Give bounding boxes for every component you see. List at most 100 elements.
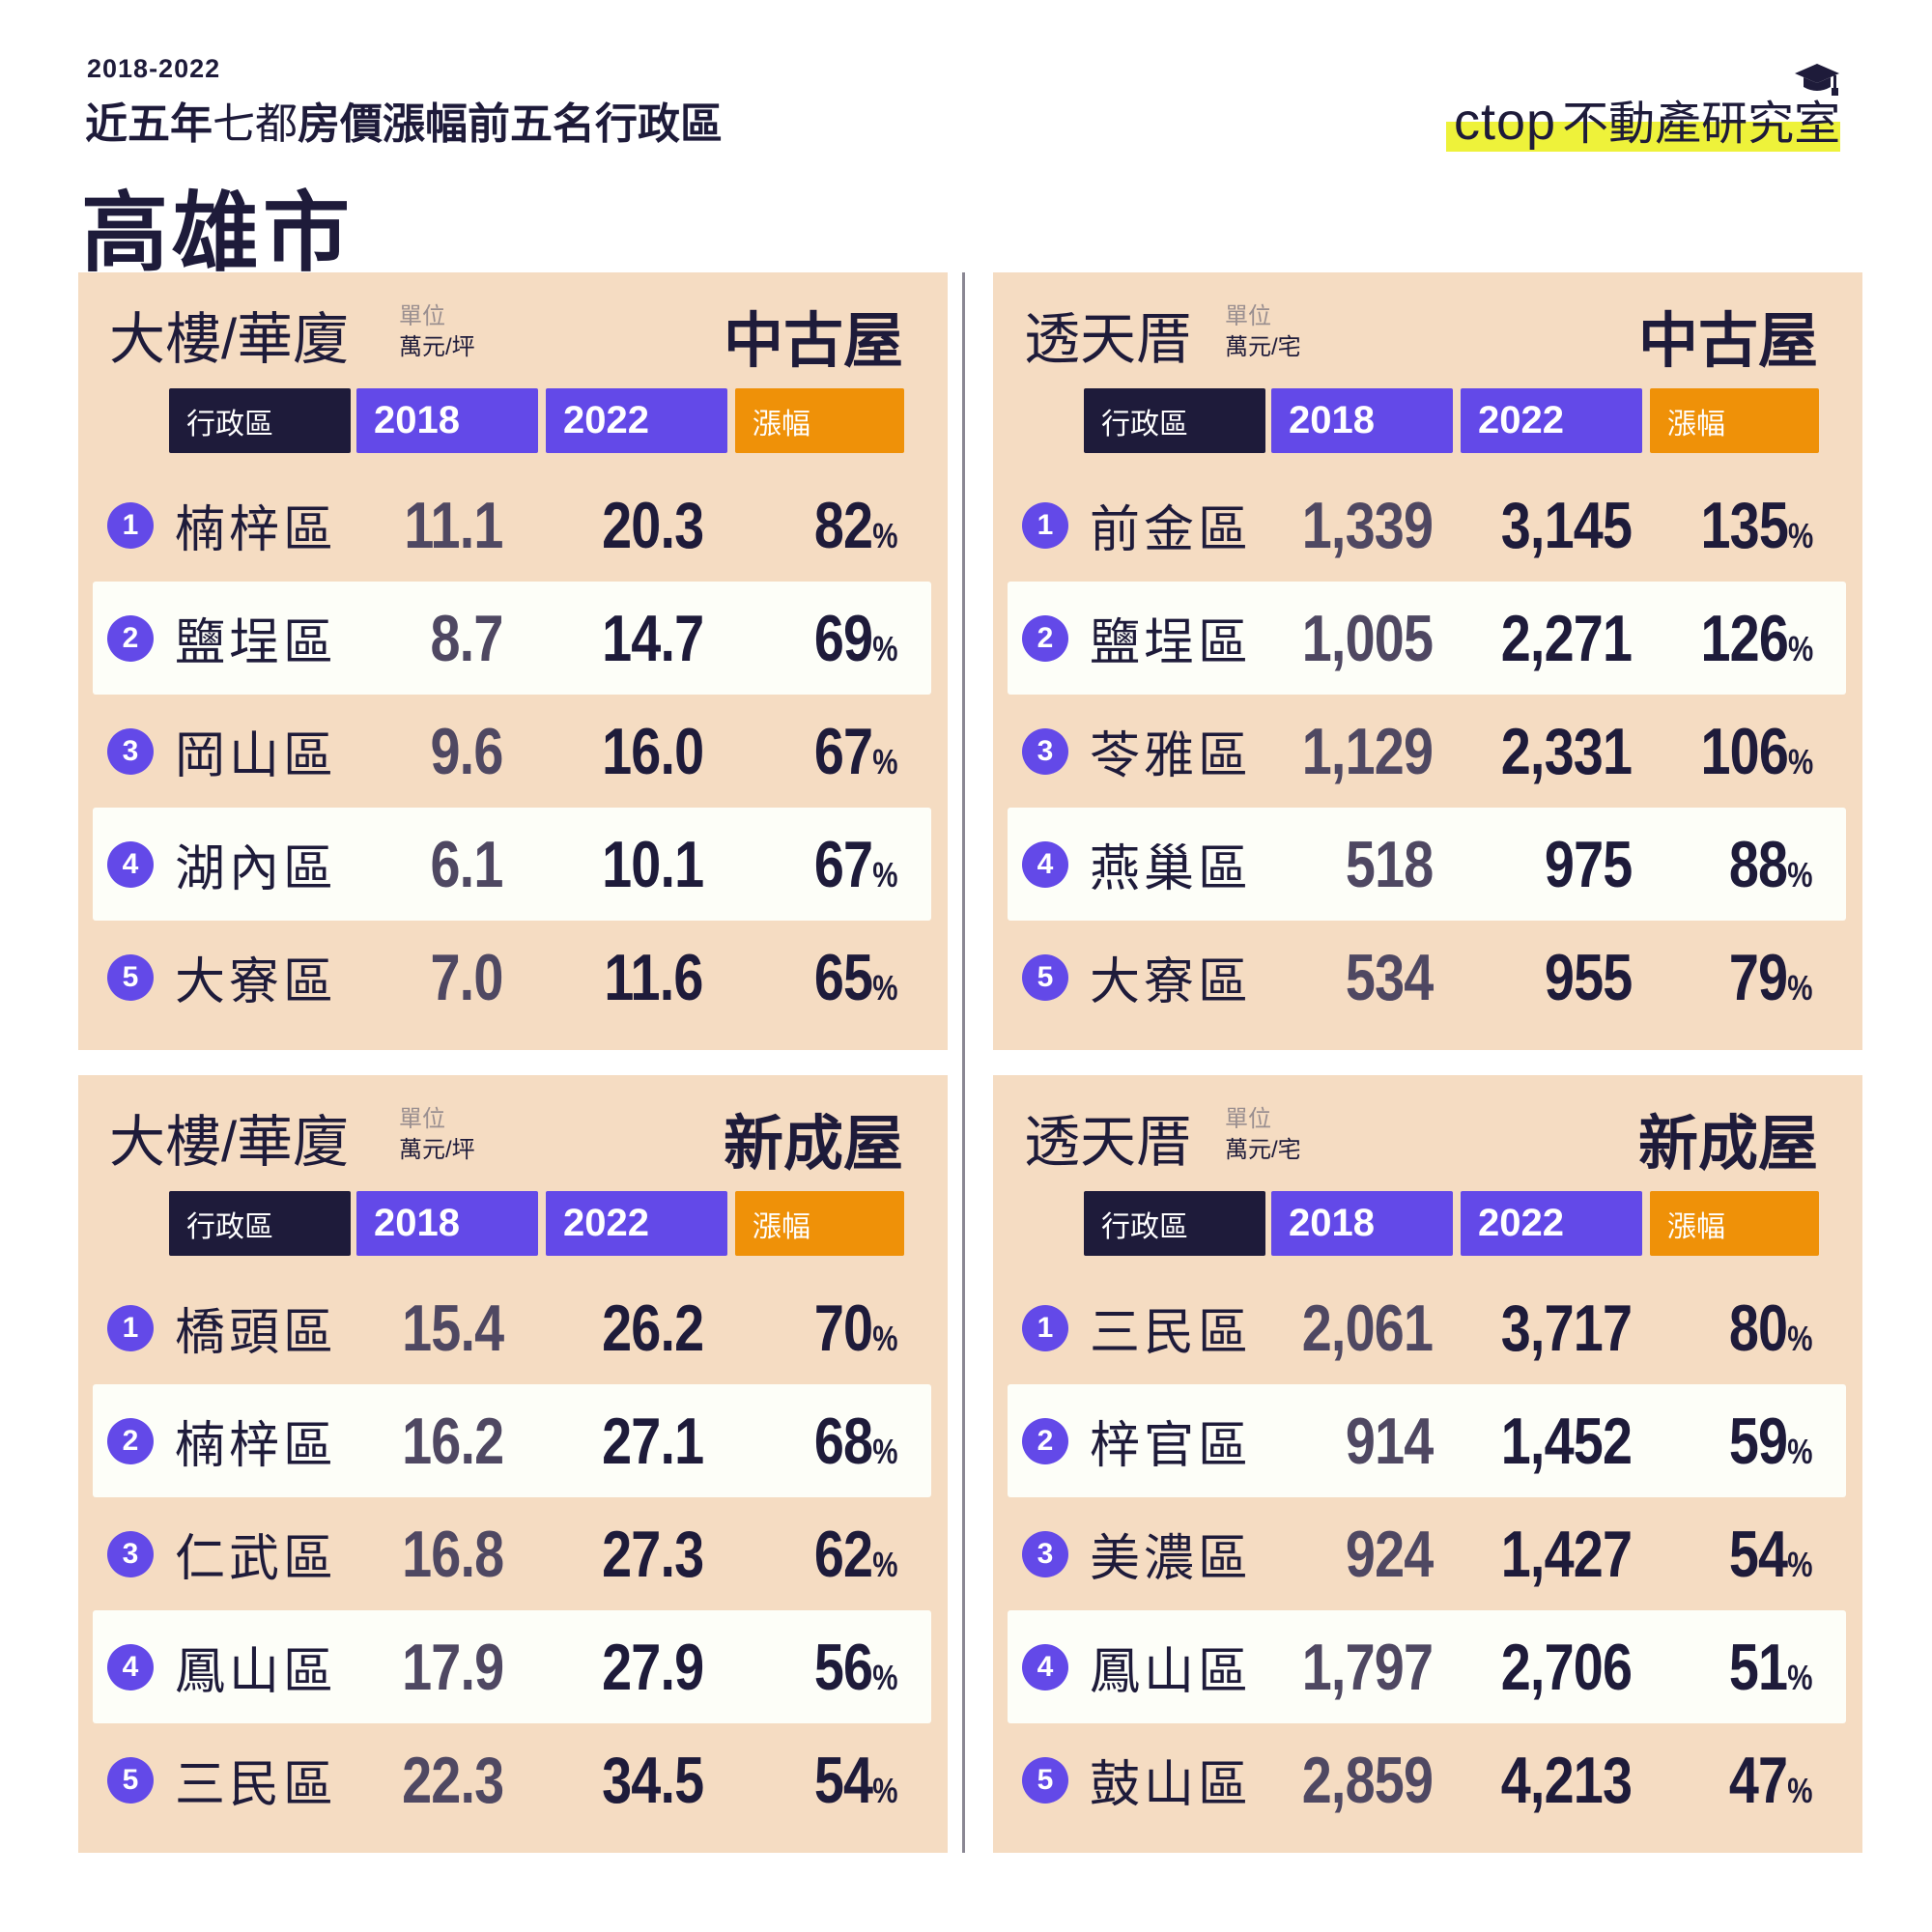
property-type: 透天厝	[1024, 1111, 1193, 1174]
growth-percent: 62%	[814, 1517, 898, 1592]
table-row: 4 湖內區 6.1 10.1 67%	[93, 808, 931, 921]
value-2022: 3,717	[1500, 1291, 1633, 1365]
district-name: 苓雅區	[1090, 728, 1253, 784]
table-row: 2 鹽埕區 1,005 2,271 126%	[1008, 582, 1846, 695]
value-2022: 34.5	[601, 1743, 704, 1817]
table-row: 5 鼓山區 2,859 4,213 47%	[1008, 1723, 1846, 1836]
percent-sign: %	[1787, 1318, 1813, 1358]
percent-sign: %	[872, 515, 898, 555]
growth-percent: 106%	[1699, 714, 1813, 789]
rank-badge: 5	[107, 1756, 154, 1804]
value-2018: 8.7	[430, 601, 504, 675]
rank-badge: 2	[1022, 1417, 1068, 1464]
panel-highrise-existing: 大樓/華廈 單位 萬元/坪 中古屋 行政區 2018 2022 漲幅 1 楠梓區 11…	[78, 272, 948, 1050]
value-2022: 27.9	[601, 1630, 704, 1704]
value-2022: 2,271	[1500, 601, 1633, 675]
growth-percent: 79%	[1729, 940, 1813, 1015]
table-row: 5 大寮區 7.0 11.6 65%	[93, 921, 931, 1034]
district-name: 楠梓區	[175, 502, 338, 558]
panel-highrise-new: 大樓/華廈 單位 萬元/坪 新成屋 行政區 2018 2022 漲幅 1 橋頭區 15…	[78, 1075, 948, 1853]
value-2022: 1,427	[1500, 1517, 1633, 1591]
unit-value: 萬元/坪	[399, 334, 475, 360]
rank-badge: 1	[1022, 1304, 1068, 1351]
value-2022: 11.6	[604, 940, 704, 1014]
rank-badge: 5	[1022, 1756, 1068, 1804]
value-2018: 914	[1345, 1404, 1433, 1478]
value-2018: 11.1	[404, 488, 504, 562]
growth-value: 106	[1699, 714, 1788, 788]
value-2018: 1,005	[1301, 601, 1434, 675]
percent-sign: %	[1787, 967, 1813, 1008]
growth-value: 62	[814, 1517, 873, 1591]
table-row: 1 三民區 2,061 3,717 80%	[1008, 1271, 1846, 1384]
brand-logo: ctop 不動產研究室	[1446, 85, 1840, 153]
value-2018: 518	[1345, 827, 1433, 901]
value-2022: 4,213	[1500, 1743, 1633, 1817]
growth-value: 51	[1729, 1630, 1788, 1704]
table-row: 3 苓雅區 1,129 2,331 106%	[1008, 695, 1846, 808]
growth-value: 135	[1699, 488, 1788, 562]
value-2022: 26.2	[601, 1291, 704, 1365]
unit-caption: 單位	[399, 1106, 445, 1132]
header-growth: 漲幅	[1650, 388, 1819, 453]
percent-sign: %	[1787, 1544, 1813, 1584]
property-type: 大樓/華廈	[109, 1111, 350, 1174]
growth-percent: 51%	[1729, 1630, 1813, 1705]
rank-badge: 2	[107, 1417, 154, 1464]
district-name: 美濃區	[1090, 1531, 1253, 1587]
value-2018: 15.4	[401, 1291, 504, 1365]
unit-caption: 單位	[1225, 1106, 1271, 1132]
value-2018: 22.3	[401, 1743, 504, 1817]
percent-sign: %	[1787, 1431, 1813, 1471]
value-2022: 14.7	[601, 601, 704, 675]
header-2018: 2018	[1271, 388, 1453, 453]
district-name: 大寮區	[1090, 954, 1253, 1010]
headline-part-c: 行政區	[595, 100, 723, 148]
rank-badge: 4	[107, 1643, 154, 1690]
header-2022: 2022	[1461, 1191, 1642, 1256]
district-name: 鳳山區	[175, 1644, 338, 1700]
table-row: 5 大寮區 534 955 79%	[1008, 921, 1846, 1034]
district-name: 橋頭區	[175, 1305, 338, 1361]
property-type: 透天厝	[1024, 308, 1193, 371]
growth-percent: 67%	[814, 827, 898, 902]
unit-caption: 單位	[1225, 303, 1271, 329]
growth-value: 70	[814, 1291, 873, 1365]
growth-value: 82	[814, 488, 873, 562]
percent-sign: %	[872, 1657, 898, 1697]
headline: 近五年七都房價漲幅前五名行政區	[85, 89, 723, 151]
district-name: 梓官區	[1090, 1418, 1253, 1474]
growth-value: 69	[814, 601, 873, 675]
rank-badge: 3	[1022, 727, 1068, 775]
header-2018: 2018	[356, 1191, 538, 1256]
percent-sign: %	[872, 967, 898, 1008]
growth-percent: 69%	[814, 601, 898, 676]
value-2018: 16.8	[401, 1517, 504, 1591]
value-2018: 7.0	[430, 940, 504, 1014]
table-row: 3 仁武區 16.8 27.3 62%	[93, 1497, 931, 1610]
table-row: 4 鳳山區 17.9 27.9 56%	[93, 1610, 931, 1723]
rank-badge: 4	[107, 840, 154, 888]
city-title: 高雄市	[81, 185, 354, 282]
graduation-cap-icon	[1795, 64, 1839, 96]
unit-label: 單位 萬元/坪	[399, 1104, 475, 1166]
growth-value: 56	[814, 1630, 873, 1704]
header-2018: 2018	[356, 388, 538, 453]
table-row: 2 梓官區 914 1,452 59%	[1008, 1384, 1846, 1497]
district-name: 燕巢區	[1090, 841, 1253, 897]
table-row: 3 美濃區 924 1,427 54%	[1008, 1497, 1846, 1610]
value-2018: 2,061	[1301, 1291, 1434, 1365]
growth-value: 54	[814, 1743, 873, 1817]
district-name: 大寮區	[175, 954, 338, 1010]
rank-badge: 2	[107, 614, 154, 662]
percent-sign: %	[872, 741, 898, 781]
value-2018: 17.9	[401, 1630, 504, 1704]
growth-percent: 80%	[1729, 1291, 1813, 1366]
unit-label: 單位 萬元/宅	[1225, 301, 1301, 363]
district-name: 鼓山區	[1090, 1757, 1253, 1813]
table-row: 1 楠梓區 11.1 20.3 82%	[93, 469, 931, 582]
growth-percent: 135%	[1699, 488, 1813, 563]
growth-value: 59	[1729, 1404, 1788, 1478]
district-name: 鹽埕區	[1090, 615, 1253, 671]
value-2018: 1,339	[1301, 488, 1434, 562]
